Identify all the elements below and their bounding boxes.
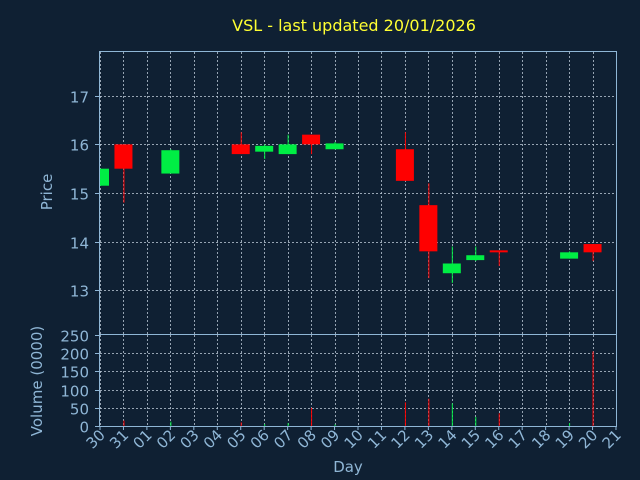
x-tick-label: 20 [575, 426, 601, 452]
volume-tick-label: 200 [60, 346, 89, 364]
candle-body [161, 150, 180, 174]
candle-body [442, 263, 461, 274]
x-tick-label: 17 [505, 426, 531, 452]
price-axis-ticks: 13 14 15 16 17 [70, 89, 100, 301]
volume-tick-label: 150 [60, 364, 89, 382]
candle-body [395, 149, 414, 181]
x-tick-label: 06 [247, 426, 273, 452]
x-tick-label: 04 [200, 426, 226, 452]
x-tick-label: 02 [153, 426, 179, 452]
volume-tick-label: 50 [70, 401, 89, 419]
candle-body [325, 143, 344, 150]
candle-body [114, 144, 133, 169]
price-tick-label: 15 [70, 186, 89, 204]
x-tick-label: 05 [223, 426, 249, 452]
candle-body [466, 255, 485, 261]
price-tick-label: 16 [70, 137, 89, 155]
x-tick-label: 07 [270, 426, 296, 452]
volume-bars [123, 351, 594, 426]
x-tick-label: 13 [411, 426, 437, 452]
price-grid [100, 52, 617, 334]
x-tick-label: 21 [599, 426, 625, 452]
candle-body [489, 250, 508, 253]
volume-axis-label: Volume (0000) [28, 326, 46, 436]
candle-body [100, 168, 109, 186]
price-axis-label: Price [38, 174, 56, 211]
x-tick-label: 16 [481, 426, 507, 452]
x-tick-label: 15 [458, 426, 484, 452]
candle-body [560, 252, 579, 259]
x-tick-label: 31 [106, 426, 132, 452]
volume-tick-label: 0 [79, 419, 89, 437]
candle-body [231, 144, 250, 155]
x-axis-ticks: 3031010203040506070809101112131415161718… [83, 426, 625, 452]
candle-body [583, 244, 602, 253]
candle-body [255, 145, 274, 152]
chart-title: VSL - last updated 20/01/2026 [232, 16, 476, 35]
candle-body [302, 134, 321, 145]
x-tick-label: 18 [528, 426, 554, 452]
price-tick-label: 14 [70, 235, 89, 253]
x-tick-label: 08 [294, 426, 320, 452]
price-tick-label: 13 [70, 283, 89, 301]
x-tick-label: 11 [364, 426, 390, 452]
candle-body [278, 144, 297, 155]
x-axis-label: Day [333, 458, 363, 476]
x-tick-label: 14 [434, 426, 460, 452]
x-tick-label: 10 [341, 426, 367, 452]
x-tick-label: 12 [388, 426, 414, 452]
price-tick-label: 17 [70, 89, 89, 107]
volume-tick-label: 250 [60, 328, 89, 346]
x-tick-label: 19 [552, 426, 578, 452]
volume-grid [100, 335, 617, 426]
x-tick-label: 01 [130, 426, 156, 452]
x-tick-label: 03 [176, 426, 202, 452]
candles [100, 132, 602, 283]
x-tick-label: 09 [317, 426, 343, 452]
volume-tick-label: 100 [60, 383, 89, 401]
candle-body [419, 205, 438, 252]
